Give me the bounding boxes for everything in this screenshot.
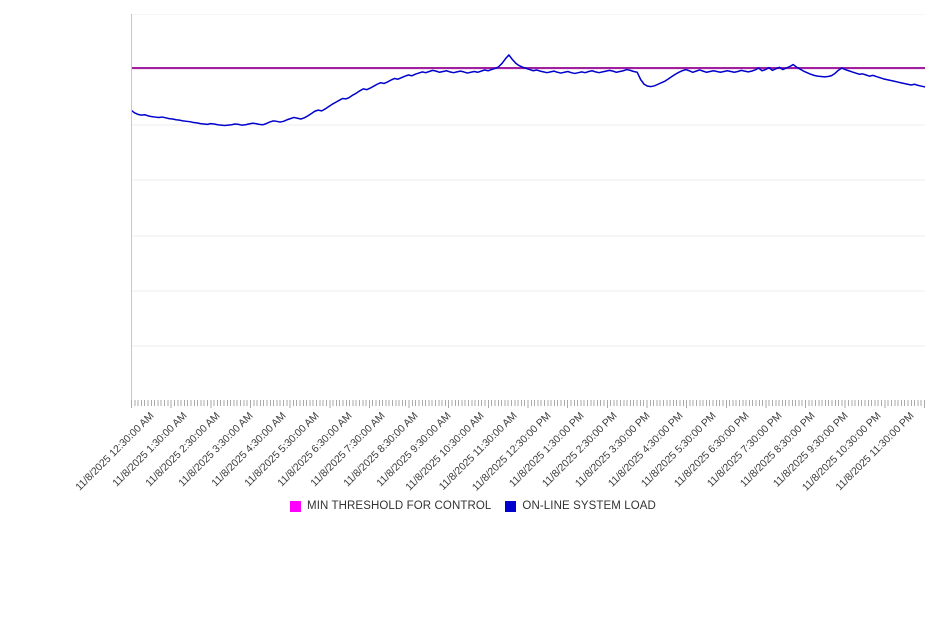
x-axis-tick-label: 11/8/2025 4:30:00 PM [605,410,686,490]
x-axis-tick-labels: 11/8/2025 12:30:00 AM 11/8/2025 1:30:00 A… [0,400,946,494]
x-axis-tick-label: 11/8/2025 5:30:00 PM [638,410,719,490]
data-line-on-line-system-load [131,54,925,127]
x-axis-tick-label: 11/8/2025 2:30:00 AM [143,410,223,490]
line-chart: 11/8/2025 12:30:00 AM 11/8/2025 1:30:00 A… [0,14,946,516]
x-axis-tick-label: 11/8/2025 12:30:00 PM [469,410,554,494]
plot-area [131,14,925,400]
data-series-line [131,54,925,127]
legend-entry-on-line-system-load[interactable]: ON-LINE SYSTEM LOAD [505,500,656,512]
x-axis-tick-label: 11/8/2025 1:30:00 PM [506,410,587,490]
x-axis-tick-label: 11/8/2025 10:30:00 AM [403,410,487,494]
legend-label-min-threshold-for-control: MIN THRESHOLD FOR CONTROL [307,500,492,512]
legend-label-on-line-system-load: ON-LINE SYSTEM LOAD [522,500,656,512]
legend-entry-min-threshold-for-control[interactable]: MIN THRESHOLD FOR CONTROL [290,500,491,512]
legend-swatch-magenta [290,500,302,512]
x-axis-tick-label: 11/8/2025 7:30:00 AM [308,410,388,490]
gridlines [131,14,925,347]
chart-legend: MIN THRESHOLD FOR CONTROL ON-LINE SYSTEM… [0,496,946,516]
x-axis-tick-label: 11/8/2025 3:30:00 PM [572,410,653,490]
x-axis-tick-label: 11/8/2025 11:30:00 PM [833,410,917,494]
x-axis-tick-label: 11/8/2025 10:30:00 PM [800,410,884,494]
x-axis-tick-label: 11/8/2025 5:30:00 AM [242,410,322,490]
plot-svg [131,14,925,347]
x-axis-tick-label: 11/8/2025 8:30:00 AM [341,410,421,490]
x-axis-tick-label: 11/8/2025 7:30:00 PM [705,410,785,490]
y-axis-line [131,14,132,400]
x-axis-tick-label: 11/8/2025 9:30:00 PM [771,410,851,490]
x-axis-tick-label: 11/8/2025 6:30:00 AM [275,410,355,490]
x-axis-tick-marks [131,400,925,409]
x-axis-tick-label: 11/8/2025 2:30:00 PM [539,410,620,490]
x-axis-tick-label: 11/8/2025 11:30:00 AM [437,410,520,493]
x-axis-tick-label: 11/8/2025 3:30:00 AM [176,410,256,490]
x-axis-tick-label: 11/8/2025 6:30:00 PM [671,410,752,490]
legend-swatch-blue [505,500,517,512]
x-axis-tick-label: 11/8/2025 4:30:00 AM [209,410,289,490]
x-axis-tick-label: 11/8/2025 8:30:00 PM [738,410,818,490]
x-axis-tick-label: 11/8/2025 9:30:00 AM [374,410,454,490]
x-tick-svg [131,400,925,408]
